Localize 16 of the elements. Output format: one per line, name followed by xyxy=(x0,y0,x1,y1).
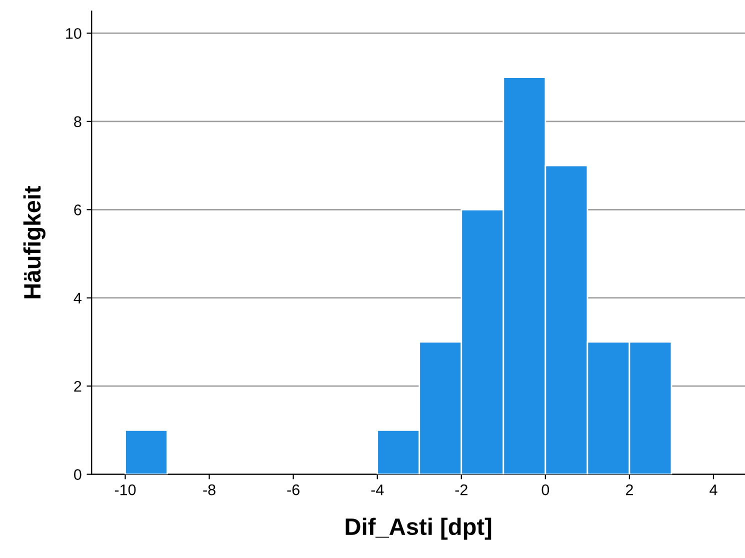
x-tick-label: -4 xyxy=(371,484,384,496)
x-tick-label: -6 xyxy=(287,484,300,496)
x-tick-label: 4 xyxy=(710,484,718,496)
x-tick-label: 0 xyxy=(542,484,550,496)
y-tick-label: 2 xyxy=(74,380,82,392)
y-tick-label: 0 xyxy=(74,469,82,480)
x-tick-label: -2 xyxy=(455,484,468,496)
y-axis-title: Häufigkeit xyxy=(23,186,46,298)
x-tick-label: 2 xyxy=(626,484,633,496)
x-tick-label: -10 xyxy=(114,484,136,496)
x-axis-title: Dif_Asti [dpt] xyxy=(346,518,492,540)
y-tick-label: 8 xyxy=(74,116,82,128)
y-tick-label: 6 xyxy=(74,204,82,216)
y-tick-label: 10 xyxy=(66,28,82,39)
x-tick-label: -8 xyxy=(203,484,216,496)
y-tick-label: 4 xyxy=(74,292,82,304)
